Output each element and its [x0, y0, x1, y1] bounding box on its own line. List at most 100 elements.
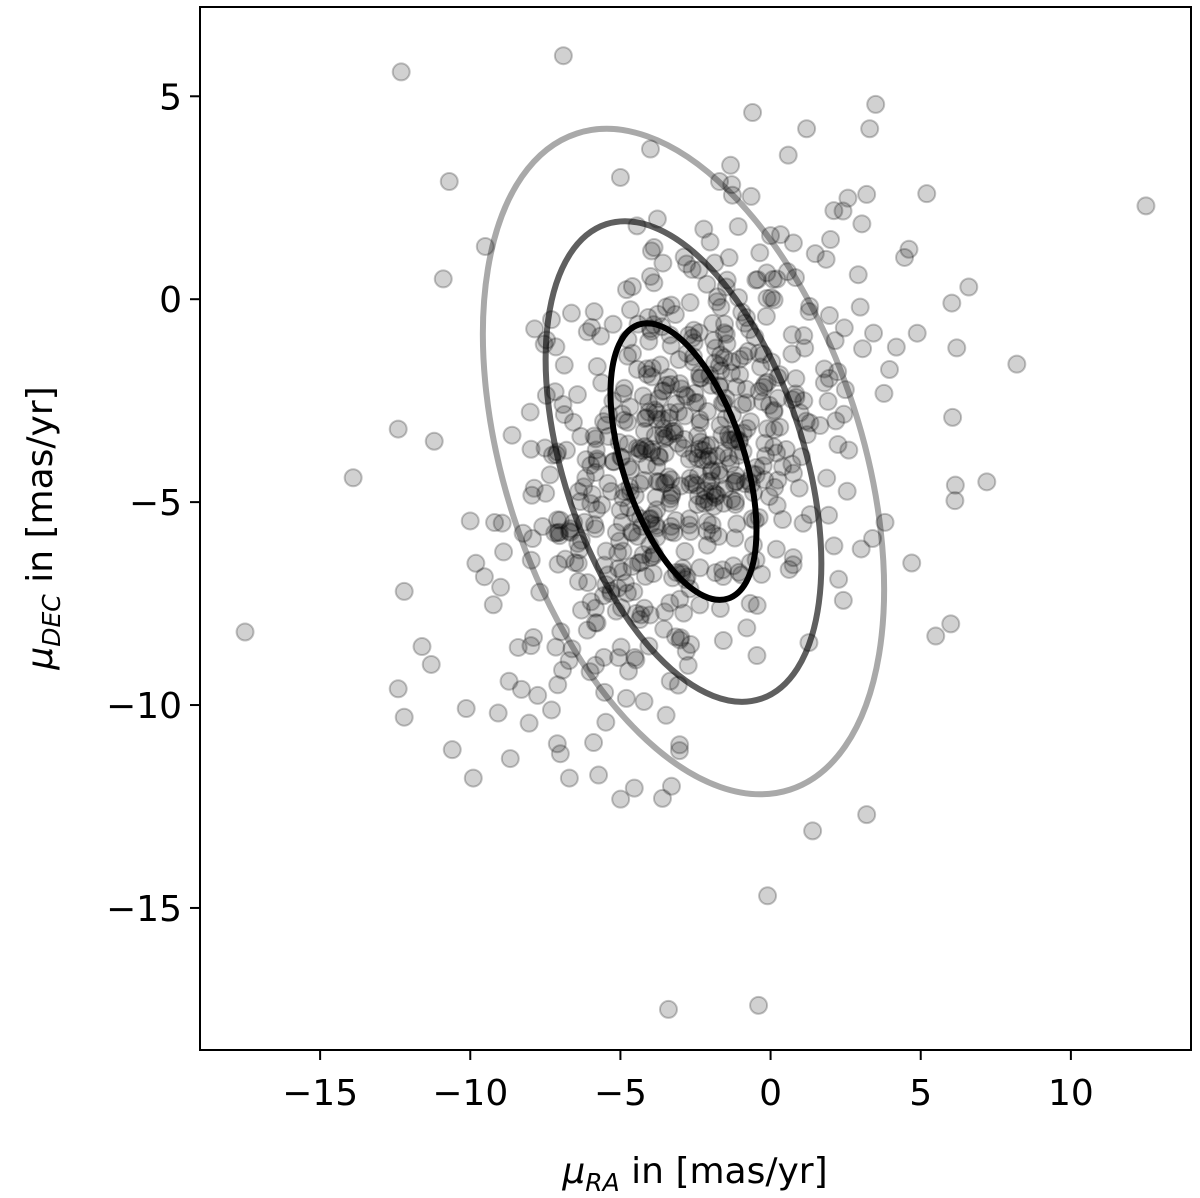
data-point [725, 528, 745, 548]
data-point [866, 94, 886, 114]
data-point [595, 682, 615, 702]
data-point [609, 558, 629, 578]
data-point [594, 412, 614, 432]
data-point [665, 304, 685, 324]
data-point [564, 513, 584, 533]
data-point [783, 390, 803, 410]
data-point [688, 392, 708, 412]
data-point [947, 338, 967, 358]
data-point [614, 378, 634, 398]
data-point [634, 598, 654, 618]
data-point [548, 675, 568, 695]
data-point [639, 402, 659, 422]
data-point [545, 523, 565, 543]
data-point [549, 522, 569, 542]
data-point [601, 583, 621, 603]
data-point [755, 374, 775, 394]
data-point [797, 119, 817, 139]
data-point [641, 548, 661, 568]
data-point [584, 302, 604, 322]
data-point [715, 479, 735, 499]
data-point [814, 373, 834, 393]
data-point [773, 457, 793, 477]
data-point [746, 465, 766, 485]
data-point [694, 489, 714, 509]
data-point [763, 269, 783, 289]
data-point [729, 432, 749, 452]
data-point [688, 426, 708, 446]
data-point [794, 326, 814, 346]
y-axis-label: μDEC in [mas/yr] [20, 386, 66, 670]
data-point [622, 523, 642, 543]
data-point [618, 329, 638, 349]
data-point [670, 735, 690, 755]
data-point [655, 602, 675, 622]
data-point [618, 434, 638, 454]
x-axis-label: μRA in [mas/yr] [561, 1151, 827, 1197]
data-point [680, 293, 700, 313]
data-point [710, 172, 730, 192]
data-point [641, 266, 661, 286]
data-point [664, 423, 684, 443]
data-point [540, 465, 560, 485]
data-point [926, 626, 946, 646]
data-point [757, 288, 777, 308]
data-point [556, 440, 576, 460]
data-point [612, 448, 632, 468]
data-point [753, 345, 773, 365]
data-point [678, 655, 698, 675]
data-point [649, 389, 669, 409]
data-point [704, 496, 724, 516]
data-point [660, 493, 680, 513]
data-point [627, 438, 647, 458]
data-point [959, 277, 979, 297]
data-point [803, 821, 823, 841]
data-point [637, 455, 657, 475]
data-point [660, 522, 680, 542]
data-point [675, 385, 695, 405]
data-point [693, 440, 713, 460]
data-point [755, 470, 775, 490]
data-point [586, 655, 606, 675]
data-point [783, 555, 803, 575]
data-point [672, 562, 692, 582]
data-point [664, 523, 684, 543]
data-point [635, 566, 655, 586]
data-point [656, 473, 676, 493]
data-point [690, 558, 710, 578]
data-point [626, 650, 646, 670]
data-point [714, 348, 734, 368]
data-point [757, 372, 777, 392]
data-point [646, 487, 666, 507]
data-point [739, 320, 759, 340]
data-point [708, 526, 728, 546]
data-point [442, 740, 462, 760]
data-point [829, 569, 849, 589]
data-point [534, 334, 554, 354]
data-point [553, 46, 573, 66]
data-point [670, 589, 690, 609]
data-point [731, 565, 751, 585]
data-point [630, 439, 650, 459]
data-point [541, 310, 561, 330]
data-point [767, 495, 787, 515]
data-point [745, 510, 765, 530]
data-point [707, 485, 727, 505]
data-point [642, 367, 662, 387]
data-point [610, 500, 630, 520]
data-point [585, 463, 605, 483]
data-point [601, 481, 621, 501]
data-point [681, 635, 701, 655]
data-point [601, 581, 621, 601]
data-point [703, 313, 723, 333]
data-point [686, 475, 706, 495]
data-point [614, 410, 634, 430]
data-point [942, 293, 962, 313]
data-point [554, 355, 574, 375]
data-point [794, 391, 814, 411]
data-point [824, 201, 844, 221]
data-point [741, 474, 761, 494]
data-point [647, 518, 667, 538]
data-point [630, 474, 650, 494]
data-point [709, 376, 729, 396]
